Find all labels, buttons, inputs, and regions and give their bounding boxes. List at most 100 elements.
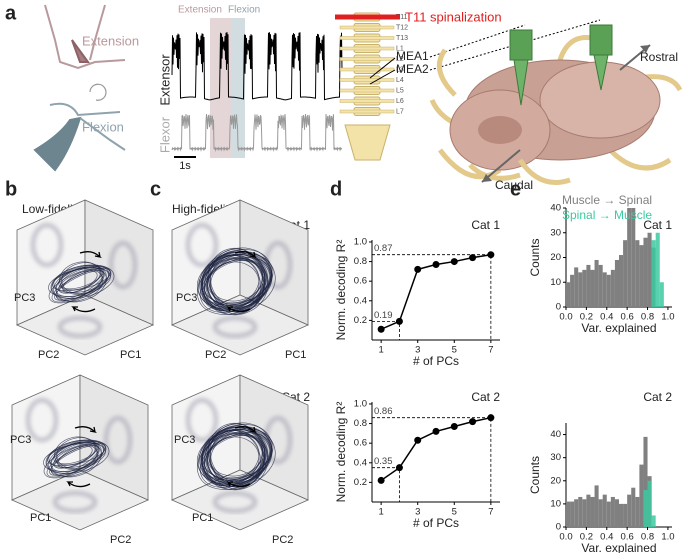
axis-label: PC2 xyxy=(205,349,226,361)
trajectory xyxy=(207,261,260,308)
x-tick-label: 1.0 xyxy=(661,312,674,323)
trajectory xyxy=(202,432,264,484)
flexion-shade xyxy=(232,18,245,158)
trajectory xyxy=(55,441,99,465)
direction-arrow xyxy=(79,251,102,259)
value-label: 0.87 xyxy=(374,243,393,254)
value-label: 0.86 xyxy=(374,406,393,417)
leg-sketch xyxy=(33,4,126,172)
vertebra-label: L2 xyxy=(396,56,404,63)
x-tick-label: 0.6 xyxy=(621,312,634,323)
direction-arrow xyxy=(71,306,96,313)
panel-label: d xyxy=(330,178,342,200)
y-tick-label: 10 xyxy=(550,498,561,509)
extensor-trace xyxy=(171,32,343,101)
floor xyxy=(16,294,154,356)
floor xyxy=(11,469,149,531)
trace-label: Extension xyxy=(178,5,222,16)
bar xyxy=(635,240,640,307)
y-tick-label: 1.0 xyxy=(354,398,367,409)
trajectory xyxy=(48,268,109,304)
trajectory xyxy=(53,441,97,466)
x-tick-label: 5 xyxy=(452,507,457,518)
mea1-label: MEA1 xyxy=(396,49,429,63)
bar xyxy=(586,264,591,307)
trajectory xyxy=(53,445,93,469)
shadow xyxy=(58,316,102,338)
process xyxy=(339,46,395,51)
panel-label: a xyxy=(5,2,17,24)
bar xyxy=(639,464,644,527)
label-flexor: Flexor xyxy=(157,116,172,153)
shadow xyxy=(213,316,257,338)
y-tick-label: 0.6 xyxy=(354,276,367,287)
y-tick-label: 40 xyxy=(550,203,561,214)
x-tick-label: 0.2 xyxy=(580,312,593,323)
direction-arrow xyxy=(234,426,257,434)
y-tick-label: 0.8 xyxy=(354,256,367,267)
process xyxy=(339,57,395,61)
y-axis-label: Norm. decoding R² xyxy=(334,402,348,503)
spine: T11 T12 T13 L1 L2 L3 L4 L5 L6 L7 xyxy=(339,12,408,161)
shadow xyxy=(104,416,132,464)
y-tick-label: 0.4 xyxy=(354,295,367,306)
bar xyxy=(578,272,583,307)
y-tick-label: 0.6 xyxy=(354,438,367,449)
x-tick-label: 0.8 xyxy=(641,532,654,543)
y-tick-label: 0 xyxy=(556,302,561,313)
trajectory xyxy=(54,436,98,470)
shadow xyxy=(213,491,257,513)
shadow xyxy=(186,398,218,442)
pc-spaces xyxy=(11,199,309,531)
axis-label: PC3 xyxy=(174,434,195,446)
trajectory xyxy=(208,425,268,486)
axis-label: PC3 xyxy=(176,292,197,304)
bar xyxy=(594,259,599,307)
bar xyxy=(643,237,648,307)
shadow xyxy=(109,241,137,289)
pointer xyxy=(369,69,396,85)
x-tick-label: 1 xyxy=(378,507,383,518)
point xyxy=(487,414,495,422)
bar xyxy=(631,208,636,307)
caudal-label: Caudal xyxy=(495,178,533,192)
x-tick-label: 7 xyxy=(488,507,493,518)
guide xyxy=(372,417,492,502)
y-tick-label: 20 xyxy=(550,475,561,486)
trace-label: Flexion xyxy=(228,5,260,16)
bar xyxy=(602,494,607,527)
x-tick-label: 0.0 xyxy=(559,532,572,543)
vertebra-label: L4 xyxy=(396,77,404,84)
point xyxy=(487,251,495,259)
trajectory xyxy=(62,269,101,294)
panel-label: e xyxy=(510,178,521,200)
label-extension: Extension xyxy=(82,33,139,48)
bar xyxy=(627,494,632,527)
point xyxy=(450,423,458,431)
bar xyxy=(606,501,611,527)
trajectory xyxy=(57,444,96,469)
trajectory xyxy=(48,443,99,477)
flexor-trace xyxy=(171,113,343,152)
trajectory xyxy=(207,436,260,483)
x-tick-label: 1 xyxy=(378,345,383,356)
axis-label: PC2 xyxy=(38,349,59,361)
point xyxy=(432,261,440,269)
bar xyxy=(647,232,652,307)
vertebra-label: L5 xyxy=(396,87,404,94)
y-tick-label: 10 xyxy=(550,277,561,288)
point xyxy=(469,254,477,262)
y-tick-label: 0.2 xyxy=(354,315,367,326)
spinal-cord xyxy=(429,24,683,185)
bar xyxy=(582,499,587,527)
bar xyxy=(623,503,628,527)
bar xyxy=(606,274,611,307)
process xyxy=(339,99,395,103)
vertebra-label: L1 xyxy=(396,45,404,52)
trajectory xyxy=(60,266,104,290)
y-axis-label: Counts xyxy=(528,456,542,494)
scale-bar-label: 1s xyxy=(179,160,191,172)
x-tick-label: 7 xyxy=(488,345,493,356)
chart-title: Cat 1 xyxy=(471,218,500,232)
trajectory xyxy=(201,432,266,487)
